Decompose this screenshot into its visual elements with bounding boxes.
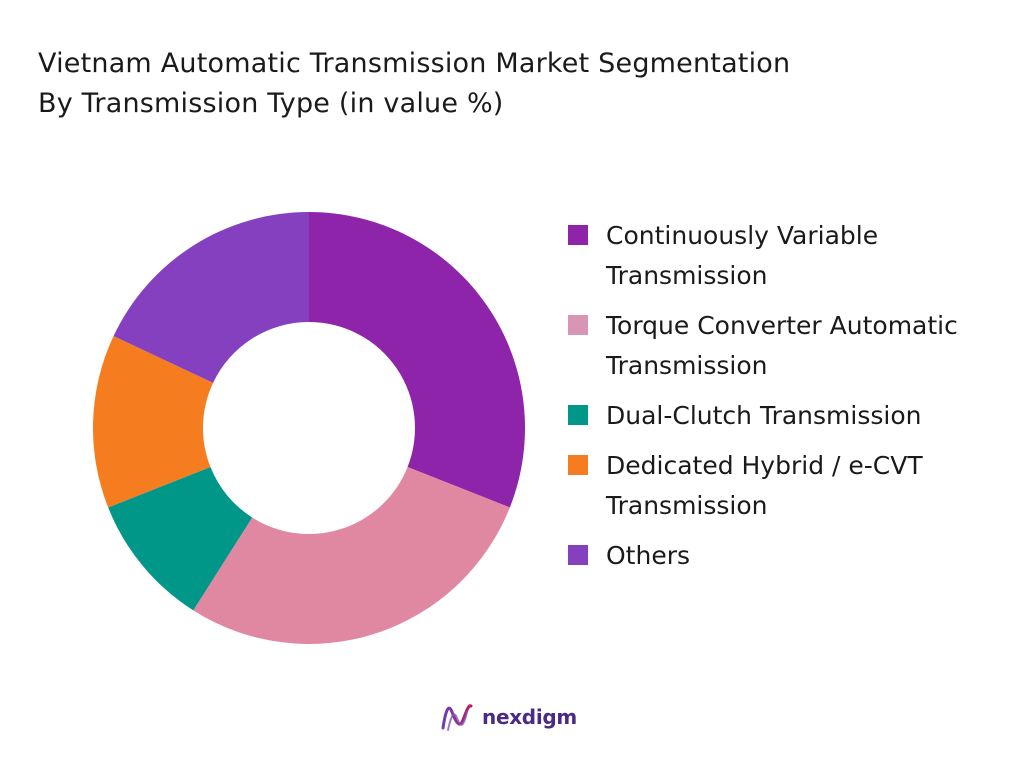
legend-swatch-dual-clutch: [568, 405, 588, 425]
donut-slice-others: [113, 212, 309, 383]
legend-item-torque-converter: Torque Converter Automatic Transmission: [568, 306, 1008, 386]
legend-item-others: Others: [568, 536, 1008, 576]
nexdigm-logo-text: nexdigm: [482, 705, 577, 729]
chart-title: Vietnam Automatic Transmission Market Se…: [38, 44, 998, 124]
legend-label-torque-converter: Torque Converter Automatic Transmission: [606, 311, 958, 380]
legend-swatch-cvt: [568, 225, 588, 245]
legend-label-dual-clutch: Dual-Clutch Transmission: [606, 401, 922, 430]
donut-slice-dedicated-hybrid-e-cvt-transmission: [93, 336, 214, 508]
chart-title-line-2: By Transmission Type (in value %): [38, 88, 504, 119]
donut-slice-dual-clutch-transmission: [108, 467, 253, 611]
chart-legend: Continuously Variable Transmission Torqu…: [568, 216, 1008, 586]
legend-swatch-torque-converter: [568, 315, 588, 335]
legend-item-hybrid-ecvt: Dedicated Hybrid / e-CVT Transmission: [568, 446, 1008, 526]
chart-title-line-1: Vietnam Automatic Transmission Market Se…: [38, 48, 791, 79]
legend-swatch-others: [568, 545, 588, 565]
legend-label-cvt: Continuously Variable Transmission: [606, 221, 879, 290]
nexdigm-logo: nexdigm: [440, 697, 577, 737]
legend-item-dual-clutch: Dual-Clutch Transmission: [568, 396, 1008, 436]
legend-swatch-hybrid-ecvt: [568, 455, 588, 475]
legend-label-others: Others: [606, 541, 691, 570]
nexdigm-logo-icon: [441, 704, 473, 731]
legend-item-cvt: Continuously Variable Transmission: [568, 216, 1008, 296]
donut-slice-continuously-variable-transmission: [309, 212, 525, 508]
legend-label-hybrid-ecvt: Dedicated Hybrid / e-CVT Transmission: [606, 451, 923, 520]
donut-slice-torque-converter-automatic-transmission: [193, 467, 510, 644]
